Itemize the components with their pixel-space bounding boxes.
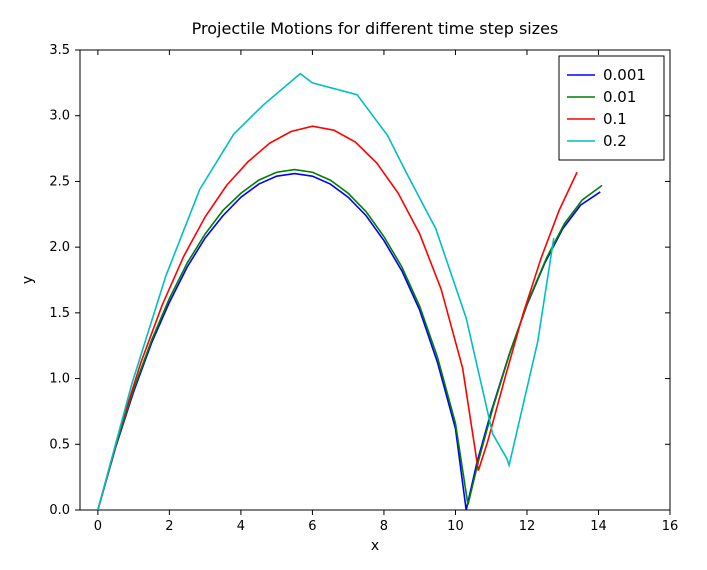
ytick-label: 2.5	[49, 174, 70, 189]
xtick-label: 8	[380, 519, 388, 534]
ytick-label: 1.0	[49, 372, 70, 387]
ytick-label: 2.0	[49, 240, 70, 255]
ytick-label: 3.0	[49, 109, 70, 124]
ytick-label: 1.5	[49, 306, 70, 321]
xtick-label: 12	[519, 519, 536, 534]
legend-label-2: 0.1	[603, 110, 627, 128]
chart-figure: 0 2 4 6 8 10 12 14 16 0.0 0.5 1.0 1.5 2.0 2.5 3.0 3.5 x y P…	[0, 0, 707, 570]
legend-label-0: 0.001	[603, 66, 646, 84]
xlabel: x	[371, 538, 379, 554]
xtick-label: 6	[308, 519, 316, 534]
ytick-label: 0.0	[49, 503, 70, 518]
xtick-label: 16	[662, 519, 679, 534]
xtick-label: 14	[590, 519, 607, 534]
xtick-label: 10	[447, 519, 464, 534]
ytick-label: 0.5	[49, 437, 70, 452]
legend-label-3: 0.2	[603, 132, 627, 150]
ylabel: y	[20, 276, 36, 284]
chart-title: Projectile Motions for different time st…	[192, 19, 559, 38]
legend-label-1: 0.01	[603, 88, 636, 106]
ytick-label: 3.5	[49, 43, 70, 58]
xtick-label: 4	[237, 519, 245, 534]
chart-svg: 0 2 4 6 8 10 12 14 16 0.0 0.5 1.0 1.5 2.0 2.5 3.0 3.5 x y P…	[0, 0, 707, 570]
xtick-label: 0	[94, 519, 102, 534]
xtick-label: 2	[165, 519, 173, 534]
